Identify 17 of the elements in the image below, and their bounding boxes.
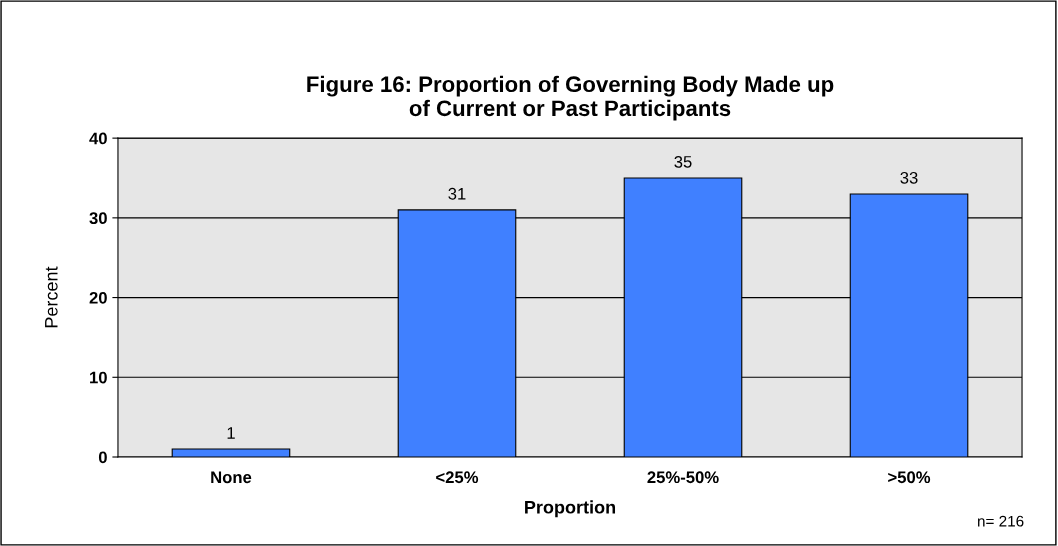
x-tick-label: 25%-50% xyxy=(647,471,719,484)
x-axis-title: Proportion xyxy=(525,500,616,518)
y-tick-label: 10 xyxy=(90,371,107,384)
data-label: 33 xyxy=(900,171,918,184)
x-tick-label: >50% xyxy=(888,471,931,484)
data-label: 31 xyxy=(448,187,466,200)
text: n= 216 xyxy=(978,515,1024,527)
y-tick-label: 30 xyxy=(89,212,107,225)
y-tick-label: 0 xyxy=(98,451,107,464)
y-tick-label: 40 xyxy=(89,132,107,145)
data-label: 35 xyxy=(674,155,692,168)
data-label: 1 xyxy=(227,427,235,439)
chart-title: Figure 16: Proportion of Governing Body Made up of Current or Past Participants xyxy=(307,75,834,121)
y-axis-title: Percent xyxy=(45,266,58,328)
y-tick-label: 20 xyxy=(89,291,107,304)
x-tick-label: <25% xyxy=(436,471,479,484)
x-tick-label: None xyxy=(211,471,252,484)
